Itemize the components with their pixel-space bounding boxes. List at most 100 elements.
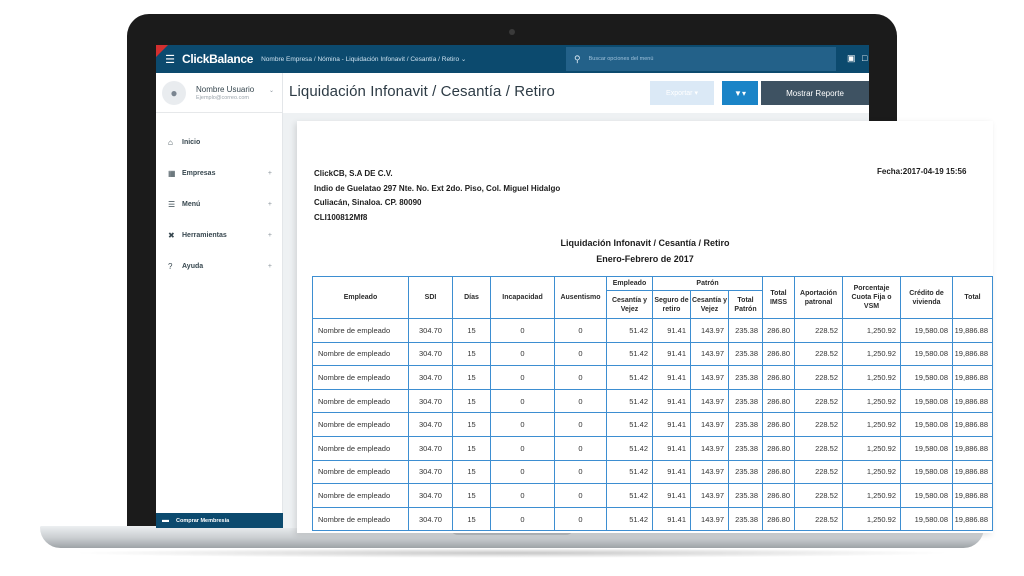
- cell-pat-seguro: 91.41: [652, 365, 691, 390]
- col-sdi[interactable]: SDI: [408, 276, 453, 319]
- table-row[interactable]: Nombre de empleado 304.70 15 0 0 51.42 91.41 14…: [312, 388, 993, 414]
- breadcrumb[interactable]: Nombre Empresa / Nómina - Liquidación In…: [261, 55, 466, 63]
- table-row[interactable]: Nombre de empleado 304.70 15 0 0 51.42 91.41 14…: [312, 435, 993, 461]
- cell-porcentaje: 1,250.92: [842, 388, 902, 414]
- cell-incapacidad: 0: [490, 388, 555, 414]
- search-input[interactable]: [588, 56, 789, 62]
- cell-dias: 15: [452, 412, 491, 437]
- search-box[interactable]: ⚲: [566, 47, 836, 71]
- cell-emp-cesantia: 51.42: [606, 483, 653, 508]
- export-button[interactable]: Exportar ▾: [650, 81, 714, 105]
- col-pat-total[interactable]: Total Patrón: [727, 290, 764, 319]
- buy-membership-button[interactable]: ▬ Comprar Membresía: [156, 513, 283, 528]
- show-report-button[interactable]: Mostrar Reporte: [761, 81, 869, 105]
- cell-emp-cesantia: 51.42: [606, 318, 653, 343]
- cell-dias: 15: [452, 388, 491, 414]
- menu-icon[interactable]: ☰: [165, 53, 175, 66]
- cell-pat-total: 235.38: [727, 341, 764, 367]
- cell-incapacidad: 0: [490, 506, 555, 532]
- search-icon: ⚲: [574, 53, 581, 64]
- export-label: Exportar: [666, 90, 693, 97]
- user-info: Nombre Usuario Ejemplo@correo.com: [196, 85, 254, 101]
- list-icon: ☰: [168, 200, 176, 209]
- cell-pat-cesantia: 143.97: [690, 318, 729, 343]
- sidebar-item-herramientas[interactable]: ✖ Herramientas +: [156, 220, 282, 251]
- col-ausentismo[interactable]: Ausentismo: [554, 276, 607, 319]
- plus-icon[interactable]: +: [267, 232, 272, 239]
- cell-dias: 15: [452, 318, 491, 343]
- table-row[interactable]: Nombre de empleado 304.70 15 0 0 51.42 91.41 14…: [312, 341, 993, 367]
- sidebar-item-inicio[interactable]: ⌂ Inicio: [156, 127, 282, 158]
- cell-total: 19,886.88: [952, 459, 993, 485]
- cell-credito: 19,580.08: [900, 388, 954, 414]
- table-row[interactable]: Nombre de empleado 304.70 15 0 0 51.42 91.41 14…: [312, 459, 993, 485]
- user-email: Ejemplo@correo.com: [196, 94, 249, 101]
- cell-porcentaje: 1,250.92: [842, 412, 902, 437]
- cell-pat-total: 235.38: [727, 483, 764, 508]
- plus-icon[interactable]: +: [267, 263, 272, 270]
- cell-pat-cesantia: 143.97: [690, 506, 729, 532]
- chevron-down-icon[interactable]: ⌄: [268, 88, 274, 94]
- col-empleado[interactable]: Empleado: [312, 276, 409, 319]
- table-row[interactable]: Nombre de empleado 304.70 15 0 0 51.42 91.41 14…: [312, 483, 993, 508]
- report-date: Fecha:2017-04-19 15:56: [877, 167, 967, 176]
- company-city: Culiacán, Sinaloa. CP. 80090: [314, 198, 422, 207]
- plus-icon[interactable]: +: [267, 201, 272, 208]
- user-name: Nombre Usuario: [196, 84, 255, 94]
- col-emp-cesantia[interactable]: Cesantía y Vejez: [606, 290, 653, 319]
- table-body: Nombre de empleado 304.70 15 0 0 51.42 91.41 14…: [312, 318, 993, 532]
- cell-sdi: 304.70: [408, 318, 453, 343]
- table-row[interactable]: Nombre de empleado 304.70 15 0 0 51.42 91.41 14…: [312, 506, 993, 532]
- col-total[interactable]: Total: [952, 276, 993, 319]
- cell-pat-cesantia: 143.97: [690, 412, 729, 437]
- table-row[interactable]: Nombre de empleado 304.70 15 0 0 51.42 91.41 14…: [312, 318, 993, 343]
- filter-button[interactable]: ▼▾: [722, 81, 758, 105]
- sidebar-item-label: Ayuda: [182, 263, 204, 270]
- cell-incapacidad: 0: [490, 365, 555, 390]
- cell-aportacion: 228.52: [794, 318, 844, 343]
- table-row[interactable]: Nombre de empleado 304.70 15 0 0 51.42 91.41 14…: [312, 365, 993, 390]
- cell-porcentaje: 1,250.92: [842, 341, 902, 367]
- col-credito[interactable]: Crédito de vivienda: [900, 276, 954, 319]
- sidebar-item-menu[interactable]: ☰ Menú +: [156, 189, 282, 220]
- cell-porcentaje: 1,250.92: [842, 459, 902, 485]
- cell-sdi: 304.70: [408, 341, 453, 367]
- col-total-imss[interactable]: Total IMSS: [762, 276, 796, 319]
- col-pat-cesantia[interactable]: Cesantía y Vejez: [690, 290, 729, 319]
- cell-empleado: Nombre de empleado: [312, 506, 409, 532]
- cell-aportacion: 228.52: [794, 435, 844, 461]
- plus-icon[interactable]: +: [267, 170, 272, 177]
- cell-ausentismo: 0: [554, 388, 607, 414]
- cell-pat-seguro: 91.41: [652, 435, 691, 461]
- sidebar-item-empresas[interactable]: ▦ Empresas +: [156, 158, 282, 189]
- window-icon[interactable]: □: [862, 53, 868, 63]
- col-incapacidad[interactable]: Incapacidad: [490, 276, 555, 319]
- cell-incapacidad: 0: [490, 341, 555, 367]
- cell-credito: 19,580.08: [900, 318, 954, 343]
- cell-dias: 15: [452, 435, 491, 461]
- sidebar-item-label: Inicio: [182, 139, 201, 146]
- calendar-icon[interactable]: ▣: [847, 53, 856, 63]
- table-header-row: Empleado SDI Días Incapacidad Ausentismo…: [312, 276, 993, 319]
- brand-logo[interactable]: ClickBalance: [182, 52, 254, 66]
- cell-pat-total: 235.38: [727, 388, 764, 414]
- cell-credito: 19,580.08: [900, 435, 954, 461]
- top-bar: ☰ ClickBalance Nombre Empresa / Nómina -…: [156, 45, 869, 73]
- group-patron: Patrón: [651, 276, 764, 291]
- col-dias[interactable]: Días: [452, 276, 491, 319]
- user-panel[interactable]: ● Nombre Usuario Ejemplo@correo.com ⌄: [156, 73, 282, 113]
- new-ribbon: [156, 45, 168, 57]
- sidebar-item-ayuda[interactable]: ? Ayuda +: [156, 251, 282, 282]
- col-porcentaje[interactable]: Porcentaje Cuota Fija o VSM: [842, 276, 902, 319]
- cell-ausentismo: 0: [554, 412, 607, 437]
- cell-emp-cesantia: 51.42: [606, 435, 653, 461]
- col-aportacion[interactable]: Aportación patronal: [794, 276, 844, 319]
- company-name: ClickCB, S.A DE C.V.: [314, 169, 393, 178]
- laptop-shadow: [70, 548, 954, 558]
- col-pat-seguro[interactable]: Seguro de retiro: [652, 290, 691, 319]
- table-row[interactable]: Nombre de empleado 304.70 15 0 0 51.42 91.41 14…: [312, 412, 993, 437]
- cell-total-imss: 286.80: [762, 483, 796, 508]
- cell-emp-cesantia: 51.42: [606, 412, 653, 437]
- cell-total: 19,886.88: [952, 365, 993, 390]
